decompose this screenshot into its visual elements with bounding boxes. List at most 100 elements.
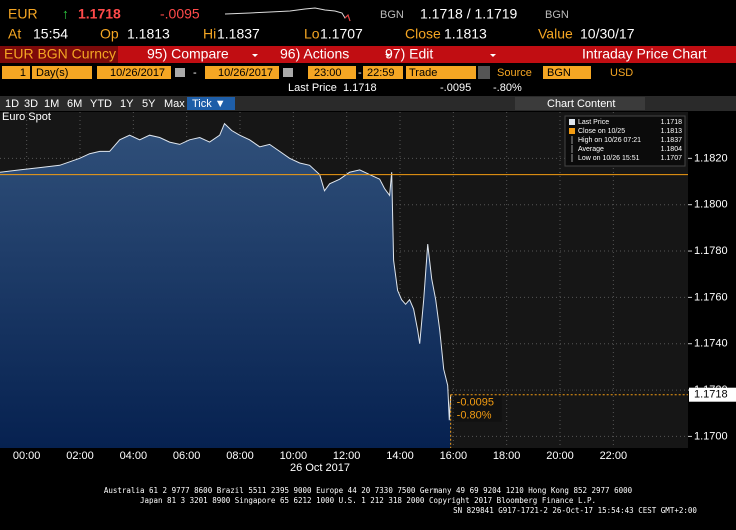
tab[interactable]: Max <box>164 98 185 110</box>
tab[interactable]: 1Y <box>120 98 134 110</box>
dropdown-arrow <box>385 54 391 57</box>
x-tick-label: 16:00 <box>440 450 468 462</box>
source-label: Source <box>497 67 532 79</box>
footer-line: SN 829841 G917-1721-2 26-Oct-17 15:54:43… <box>453 506 697 515</box>
x-tick-label: 22:00 <box>600 450 628 462</box>
dropdown[interactable] <box>478 66 490 79</box>
calendar-icon[interactable] <box>175 68 185 77</box>
stat-value: 1.1813 <box>444 26 487 42</box>
y-tick-label: 1.1740 <box>694 338 728 350</box>
x-tick-label: 12:00 <box>333 450 361 462</box>
y-tick-label: 1.1760 <box>694 291 728 303</box>
toolbar-band <box>0 46 736 63</box>
tab[interactable]: 6M <box>67 98 82 110</box>
period-unit: Day(s) <box>36 67 68 79</box>
legend-label: Average <box>578 146 604 153</box>
legend-key <box>569 128 575 134</box>
x-tick-label: 04:00 <box>120 450 148 462</box>
last-price: 1.1718 <box>78 6 121 22</box>
separator: - <box>193 67 197 79</box>
calendar-icon[interactable] <box>283 68 293 77</box>
tab[interactable]: 1M <box>44 98 59 110</box>
legend-value: 1.1804 <box>661 146 683 153</box>
ticker-box <box>0 46 118 63</box>
legend-key <box>569 119 575 125</box>
start-time: 23:00 <box>314 67 342 79</box>
plot: 1.17001.17201.17401.17601.17801.18001.18… <box>0 111 736 474</box>
chart-content[interactable]: Chart Content <box>547 98 615 110</box>
field[interactable] <box>97 66 171 79</box>
period: 1 <box>20 67 26 79</box>
legend-value: 1.1837 <box>661 137 683 144</box>
x-tick-label: 06:00 <box>173 450 201 462</box>
summary-label: Last Price <box>288 82 337 94</box>
annotation: -0.0095 <box>457 397 494 409</box>
y-tick-label: 1.1700 <box>694 430 728 442</box>
tab[interactable]: 5Y <box>142 98 156 110</box>
stat-label: Lo <box>304 26 320 42</box>
x-tick-label: 18:00 <box>493 450 521 462</box>
price-line <box>0 122 452 421</box>
toolbar-button[interactable]: 96) Actions <box>280 46 349 62</box>
stat-label: Op <box>100 26 119 42</box>
x-tick-label: 14:00 <box>386 450 414 462</box>
field[interactable] <box>543 66 591 79</box>
field[interactable] <box>205 66 279 79</box>
area-fill <box>0 123 451 448</box>
toolbar-button[interactable]: 97) Edit <box>385 46 433 62</box>
stat-value: 10/30/17 <box>580 26 635 42</box>
summary-value: 1.1718 <box>343 82 377 94</box>
stat-value: 15:54 <box>33 26 68 42</box>
currency: USD <box>610 67 633 79</box>
tab[interactable]: Tick ▼ <box>192 98 226 110</box>
legend-box <box>564 115 686 167</box>
field[interactable] <box>308 66 356 79</box>
security: EUR <box>8 6 38 22</box>
x-tick-label: 10:00 <box>280 450 308 462</box>
y-tick-label: 1.1820 <box>694 152 728 164</box>
sparkline-tail <box>344 14 351 22</box>
stat-value: 1.1813 <box>127 26 170 42</box>
end-time: 22:59 <box>367 67 395 79</box>
field[interactable] <box>406 66 476 79</box>
x-tick-label: 00:00 <box>13 450 41 462</box>
stat-value: 1.1837 <box>217 26 260 42</box>
mode[interactable]: Trade <box>409 67 437 79</box>
legend-label: Close on 10/25 <box>578 128 625 135</box>
start-date: 10/26/2017 <box>110 67 165 79</box>
stat-label: Hi <box>203 26 216 42</box>
legend-value: 1.1813 <box>661 128 683 135</box>
chart-content-button[interactable] <box>515 97 645 110</box>
separator: - <box>358 67 362 79</box>
legend-value: 1.1707 <box>661 155 683 162</box>
x-tick-label: 08:00 <box>226 450 254 462</box>
legend-label: Low on 10/26 15:51 <box>578 155 640 162</box>
summary-change: -.0095 <box>440 82 471 94</box>
stat-label: At <box>8 26 21 42</box>
ticker: EUR BGN Curncy <box>4 46 116 62</box>
currency: BGN <box>545 9 569 21</box>
ui: EUR ↑ 1.1718 -.0095 BGN 1.1718 / 1.1719 BGN At 1… <box>2 6 707 515</box>
source: BGN <box>547 67 571 79</box>
last-price-box <box>689 387 736 402</box>
stat-label: Value <box>538 26 573 42</box>
stat-value: 1.1707 <box>320 26 363 42</box>
tab[interactable]: YTD <box>90 98 112 110</box>
legend-value: 1.1718 <box>661 119 683 126</box>
chart-title: Euro Spot <box>2 111 51 123</box>
tab[interactable]: 1D <box>5 98 19 110</box>
bid-ask: 1.1718 / 1.1719 <box>420 6 518 22</box>
stat-label: Close <box>405 26 441 42</box>
summary-change-pct: -.80% <box>493 82 522 94</box>
field[interactable] <box>32 66 92 79</box>
tab-active[interactable] <box>187 97 235 110</box>
footer-line: Australia 61 2 9777 8600 Brazil 5511 239… <box>104 486 633 495</box>
toolbar-button[interactable]: 95) Compare <box>147 46 229 62</box>
field[interactable] <box>363 66 403 79</box>
annotation: -0.80% <box>457 410 492 422</box>
last-price-label: 1.1718 <box>694 389 728 401</box>
field[interactable] <box>2 66 30 79</box>
x-tick-label: 20:00 <box>546 450 574 462</box>
end-date: 10/26/2017 <box>218 67 273 79</box>
tab[interactable]: 3D <box>24 98 38 110</box>
